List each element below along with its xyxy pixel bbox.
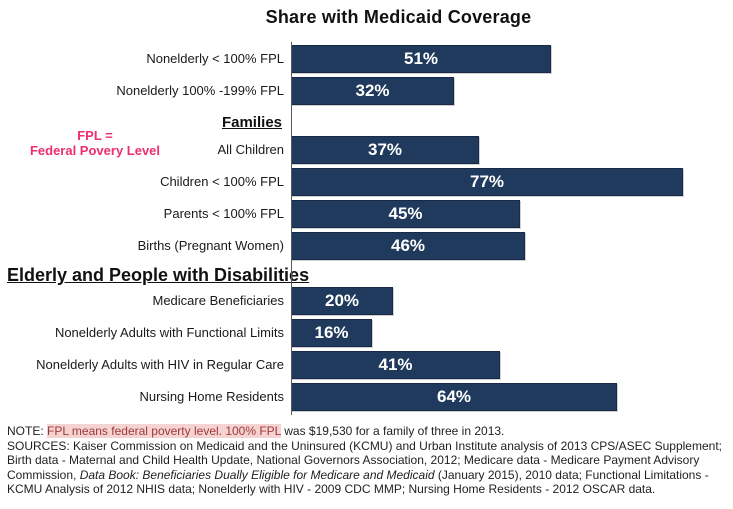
bar-value-label: 41% xyxy=(378,355,413,374)
bar: 37% xyxy=(291,136,479,164)
category-label: Children < 100% FPL xyxy=(160,174,284,189)
fpl-callout-line2: Federal Povery Level xyxy=(29,143,161,158)
category-label: Medicare Beneficiaries xyxy=(152,293,284,308)
bar-area: 45% xyxy=(291,200,733,228)
bar-value-label: 45% xyxy=(388,204,423,223)
sources-italic-title: Data Book: Beneficiaries Dually Eligible… xyxy=(79,467,435,482)
chart-row: Children < 100% FPL 77% xyxy=(0,168,733,200)
footnotes: NOTE: FPL means federal poverty level. 1… xyxy=(7,424,728,497)
category-label: All Children xyxy=(217,142,284,157)
bar: 77% xyxy=(291,168,683,196)
sources-line: SOURCES: Kaiser Commission on Medicaid a… xyxy=(7,439,728,497)
chart-row: Nonelderly Adults with HIV in Regular Ca… xyxy=(0,351,733,383)
bar-value-label: 20% xyxy=(324,291,360,310)
section-header-label: Families xyxy=(221,114,282,131)
note-line: NOTE: FPL means federal poverty level. 1… xyxy=(7,424,728,439)
bar-value-label: 32% xyxy=(355,81,390,100)
category-label: Nonelderly < 100% FPL xyxy=(146,51,284,66)
bar-value-label: 51% xyxy=(403,49,439,68)
bar-value-label: 64% xyxy=(436,387,472,406)
note-suffix: was $19,530 for a family of three in 201… xyxy=(280,424,505,438)
category-label: Nursing Home Residents xyxy=(139,389,284,404)
bar-area: 20% xyxy=(291,287,733,315)
chart-row: Nonelderly < 100% FPL 51% xyxy=(0,45,733,77)
fpl-callout-line1: FPL = xyxy=(77,128,113,143)
chart-row: Medicare Beneficiaries 20% xyxy=(0,287,733,319)
bar-value-label: 37% xyxy=(367,140,403,159)
bar: 16% xyxy=(291,319,372,347)
chart-row: All Children 37% xyxy=(0,136,733,168)
chart-row: Nonelderly Adults with Functional Limits… xyxy=(0,319,733,351)
category-label: Nonelderly Adults with Functional Limits xyxy=(54,325,284,340)
section-header-label: Elderly and People with Disabilities xyxy=(7,265,310,285)
section-header-elderly: Elderly and People with Disabilities xyxy=(0,264,733,287)
bar-area: 51% xyxy=(291,45,733,73)
note-highlighted-text: FPL means federal poverty level. 100% FP… xyxy=(47,424,281,438)
bar: 45% xyxy=(291,200,520,228)
bar: 41% xyxy=(291,351,500,379)
bar-area: 41% xyxy=(291,351,733,379)
bar: 51% xyxy=(291,45,551,73)
fpl-callout: FPL = Federal Povery Level xyxy=(10,128,180,158)
chart-title: Share with Medicaid Coverage xyxy=(265,7,532,27)
bar: 64% xyxy=(291,383,617,411)
bar-chart: Nonelderly < 100% FPL 51% Nonelderly 100% … xyxy=(0,42,733,415)
chart-row: Nonelderly 100% -199% FPL 32% xyxy=(0,77,733,109)
category-label: Nonelderly 100% -199% FPL xyxy=(116,83,284,98)
bar: 32% xyxy=(291,77,454,105)
bar-value-label: 46% xyxy=(390,236,426,255)
category-label: Nonelderly Adults with HIV in Regular Ca… xyxy=(36,357,284,372)
bar-area: 46% xyxy=(291,232,733,260)
bar-area: 77% xyxy=(291,168,733,196)
bar: 20% xyxy=(291,287,393,315)
sources-text-1: SOURCES: Kaiser Commission on Medicaid a… xyxy=(7,438,722,482)
bar: 46% xyxy=(291,232,525,260)
sources-text-2: (January 2015), 2010 data; Functional Li… xyxy=(7,467,709,497)
category-label: Births (Pregnant Women) xyxy=(137,238,284,253)
chart-rows: Nonelderly < 100% FPL 51% Nonelderly 100% … xyxy=(0,42,733,415)
category-label: Parents < 100% FPL xyxy=(163,206,284,221)
chart-row: Births (Pregnant Women) 46% xyxy=(0,232,733,264)
y-axis-line xyxy=(291,42,292,415)
bar-area: 37% xyxy=(291,136,733,164)
note-prefix: NOTE: xyxy=(7,424,48,438)
bar-value-label: 16% xyxy=(314,323,349,342)
bar-area: 64% xyxy=(291,383,733,411)
bar-area: 16% xyxy=(291,319,733,347)
chart-row: Nursing Home Residents 64% xyxy=(0,383,733,415)
chart-row: Parents < 100% FPL 45% xyxy=(0,200,733,232)
section-header-families: Families xyxy=(0,109,733,136)
bar-area: 32% xyxy=(291,77,733,105)
bar-value-label: 77% xyxy=(469,172,505,191)
